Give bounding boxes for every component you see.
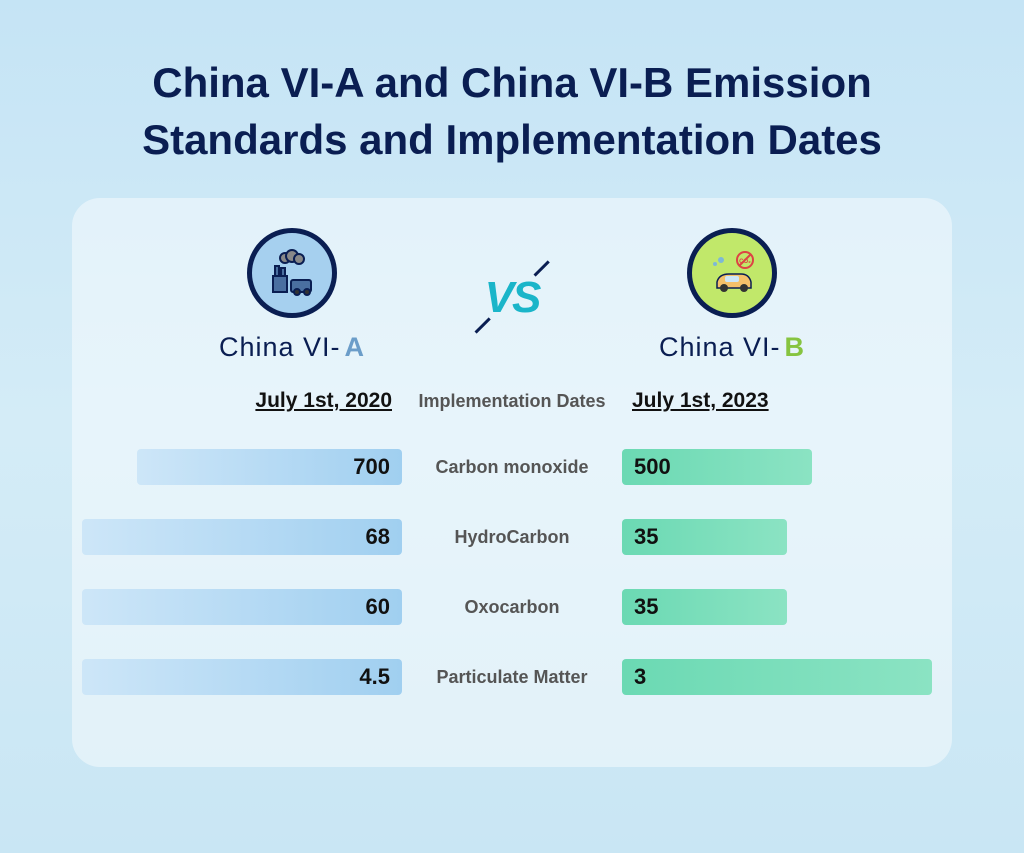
right-header: CO₂ China VI-B [602, 228, 862, 363]
dates-row: July 1st, 2020 Implementation Dates July… [92, 381, 932, 421]
right-suffix: B [785, 332, 806, 362]
comparison-panel: China VI-A VS CO₂ [72, 198, 952, 767]
right-bar-track: 35 [622, 589, 787, 625]
left-suffix: A [345, 332, 366, 362]
metric-label: Particulate Matter [402, 667, 622, 689]
left-bar: 4.5 [82, 659, 402, 695]
right-bar: 35 [622, 589, 787, 625]
comparison-rows: July 1st, 2020 Implementation Dates July… [92, 381, 932, 697]
slash-icon [475, 318, 491, 334]
car-no-co2-icon: CO₂ [687, 228, 777, 318]
left-date: July 1st, 2020 [255, 389, 392, 413]
left-bar: 68 [82, 519, 402, 555]
left-bar-track: 4.5 [82, 659, 402, 695]
svg-text:CO₂: CO₂ [739, 259, 751, 265]
header-row: China VI-A VS CO₂ [92, 228, 932, 363]
left-bar-track: 700 [137, 449, 402, 485]
metric-row: 700Carbon monoxide500 [92, 447, 932, 487]
left-standard-label: China VI-A [219, 332, 365, 363]
vs-text: VS [485, 273, 540, 323]
right-bar: 500 [622, 449, 812, 485]
right-prefix: China VI- [659, 332, 781, 362]
metric-row: 4.5Particulate Matter3 [92, 657, 932, 697]
dates-row-label: Implementation Dates [402, 391, 622, 413]
right-bar: 35 [622, 519, 787, 555]
left-bar: 60 [82, 589, 402, 625]
right-bar-track: 500 [622, 449, 812, 485]
metric-label: Carbon monoxide [402, 457, 622, 479]
left-bar-track: 68 [82, 519, 402, 555]
right-bar-track: 35 [622, 519, 787, 555]
slash-icon [533, 261, 549, 277]
metric-row: 68HydroCarbon35 [92, 517, 932, 557]
left-prefix: China VI- [219, 332, 341, 362]
metric-label: HydroCarbon [402, 527, 622, 549]
left-bar-track: 60 [82, 589, 402, 625]
right-standard-label: China VI-B [659, 332, 805, 363]
factory-smoke-icon [247, 228, 337, 318]
page-title: China VI-A and China VI-B Emission Stand… [0, 0, 1024, 198]
metric-row: 60Oxocarbon35 [92, 587, 932, 627]
metric-label: Oxocarbon [402, 597, 622, 619]
left-bar: 700 [137, 449, 402, 485]
vs-divider: VS [485, 273, 540, 323]
right-bar: 3 [622, 659, 932, 695]
left-header: China VI-A [162, 228, 422, 363]
right-date: July 1st, 2023 [632, 389, 769, 413]
right-bar-track: 3 [622, 659, 932, 695]
